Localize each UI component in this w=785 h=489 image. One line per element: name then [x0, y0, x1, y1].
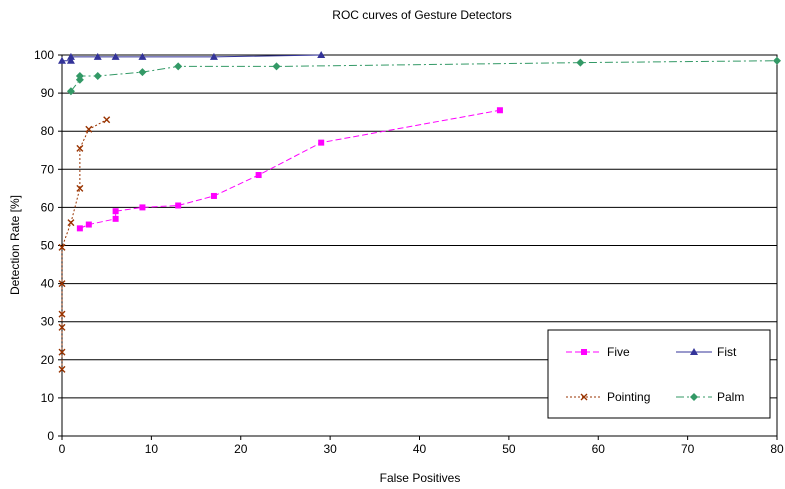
x-tick-label: 60 — [592, 442, 606, 456]
legend-label-five: Five — [607, 345, 630, 359]
data-point-pointing — [58, 280, 66, 288]
data-point-pointing — [58, 323, 66, 331]
data-point-palm — [66, 87, 75, 96]
y-tick-label: 80 — [41, 124, 55, 138]
x-axis-ticks: 0 10 20 30 40 50 60 70 80 — [59, 436, 784, 456]
legend-entry-fist: Fist — [676, 345, 737, 359]
data-point-five — [139, 204, 146, 211]
data-point-fist — [138, 52, 147, 60]
y-tick-label: 40 — [41, 277, 55, 291]
legend-marker-fist — [690, 348, 698, 355]
data-point-fist — [66, 52, 75, 60]
x-axis-label: False Positives — [380, 471, 461, 485]
data-point-fist — [111, 52, 120, 60]
data-point-fist — [58, 56, 66, 64]
legend-entry-pointing: Pointing — [566, 390, 650, 404]
legend: Five Fist Pointing Palm — [547, 329, 771, 419]
data-point-five — [496, 107, 503, 114]
data-point-fist — [66, 56, 75, 64]
series-palm — [66, 56, 781, 96]
data-point-five — [76, 225, 83, 232]
data-point-fist — [209, 52, 218, 60]
data-point-pointing — [58, 348, 66, 356]
data-point-five — [255, 172, 262, 179]
series-fist — [58, 51, 326, 64]
data-point-pointing — [58, 310, 66, 318]
data-point-five — [85, 221, 92, 228]
y-tick-label: 60 — [41, 200, 55, 214]
y-tick-label: 20 — [41, 353, 55, 367]
legend-box — [547, 329, 771, 419]
data-point-pointing — [76, 144, 84, 152]
data-point-pointing — [58, 243, 66, 251]
legend-entry-palm: Palm — [676, 390, 744, 404]
data-point-palm — [272, 62, 281, 71]
series-five — [76, 107, 503, 232]
series-group — [58, 51, 781, 373]
legend-marker-pointing — [580, 393, 588, 401]
x-tick-label: 70 — [681, 442, 695, 456]
data-point-fist — [93, 52, 102, 60]
y-tick-label: 50 — [41, 239, 55, 253]
data-point-five — [210, 192, 217, 199]
legend-marker-five — [581, 349, 587, 355]
x-tick-label: 20 — [234, 442, 248, 456]
data-point-palm — [576, 58, 585, 67]
legend-marker-palm — [690, 393, 698, 401]
series-pointing — [58, 116, 111, 373]
data-point-fist — [317, 51, 326, 58]
data-point-pointing — [85, 125, 93, 133]
y-tick-label: 90 — [41, 86, 55, 100]
x-tick-label: 50 — [502, 442, 516, 456]
y-tick-label: 0 — [47, 429, 54, 443]
x-tick-label: 10 — [145, 442, 159, 456]
y-tick-label: 100 — [34, 48, 54, 62]
data-point-five — [112, 215, 119, 222]
data-point-pointing — [58, 365, 66, 373]
legend-label-palm: Palm — [717, 390, 744, 404]
data-point-palm — [75, 71, 84, 80]
series-line-five — [79, 109, 501, 229]
chart-title: ROC curves of Gesture Detectors — [332, 8, 511, 22]
data-point-five — [318, 139, 325, 146]
legend-entry-five: Five — [566, 345, 630, 359]
legend-label-fist: Fist — [717, 345, 737, 359]
y-tick-label: 10 — [41, 391, 55, 405]
x-tick-label: 0 — [59, 442, 66, 456]
x-tick-label: 40 — [413, 442, 427, 456]
x-tick-label: 80 — [770, 442, 784, 456]
y-axis-label: Detection Rate [%] — [8, 195, 22, 295]
data-point-pointing — [103, 116, 111, 124]
y-tick-label: 30 — [41, 315, 55, 329]
data-point-five — [112, 208, 119, 215]
y-tick-label: 70 — [41, 162, 55, 176]
data-point-palm — [138, 68, 147, 77]
data-point-pointing — [76, 184, 84, 192]
y-axis-ticks: 0 10 20 30 40 50 60 70 80 90 100 — [34, 48, 62, 443]
data-point-pointing — [67, 219, 75, 227]
data-point-palm — [773, 56, 781, 65]
legend-label-pointing: Pointing — [607, 390, 650, 404]
data-point-five — [175, 202, 182, 209]
data-point-palm — [93, 71, 102, 80]
series-line-pointing — [61, 119, 107, 370]
data-point-palm — [174, 62, 183, 71]
x-tick-label: 30 — [323, 442, 337, 456]
